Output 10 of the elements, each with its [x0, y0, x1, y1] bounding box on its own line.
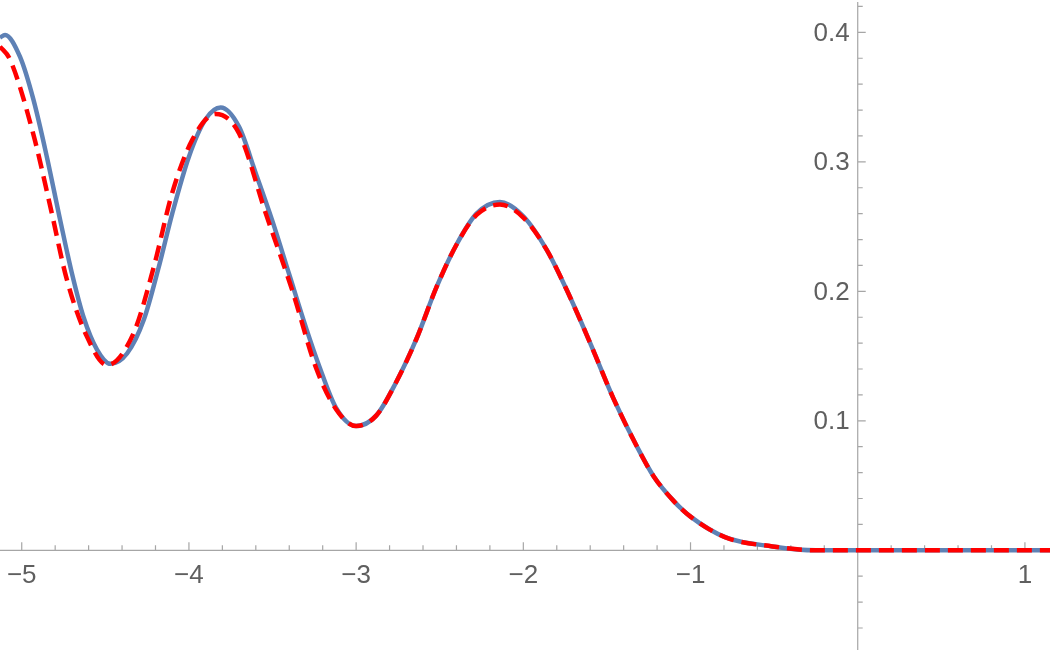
x-tick-label: −2 — [508, 559, 539, 590]
x-tick-label: 1 — [1017, 559, 1033, 590]
y-tick-label: 0.3 — [813, 146, 850, 177]
y-tick-label: 0.2 — [813, 275, 850, 306]
y-tick-label: 0.1 — [813, 404, 850, 435]
x-tick-label: −3 — [341, 559, 371, 590]
x-tick-label: −1 — [675, 559, 706, 590]
y-tick-label: 0.4 — [813, 16, 850, 47]
x-tick-label: −4 — [174, 559, 204, 590]
x-tick-label: −5 — [6, 559, 37, 590]
